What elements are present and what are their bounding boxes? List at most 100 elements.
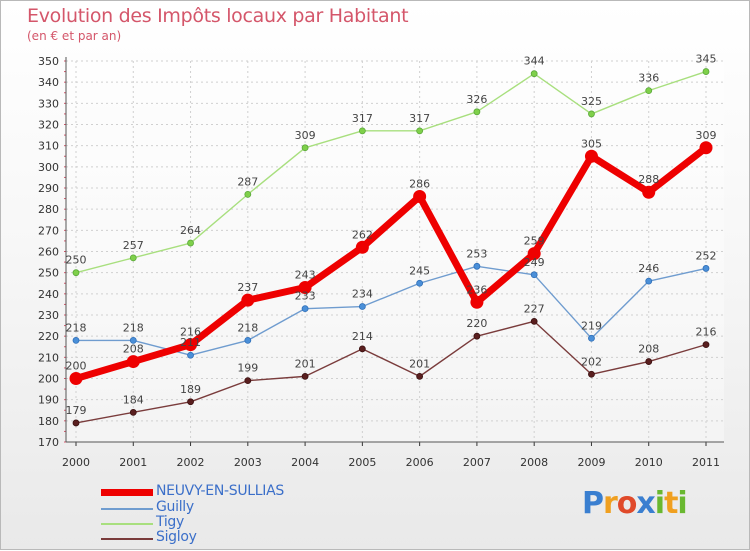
data-label: 237 (237, 281, 258, 294)
data-point (699, 141, 713, 155)
data-point (588, 370, 595, 378)
data-label: 211 (180, 336, 201, 349)
data-label: 257 (123, 239, 144, 252)
x-tick-label: 2000 (62, 456, 90, 469)
data-point (129, 336, 137, 344)
data-point (187, 398, 194, 406)
y-tick-label: 190 (38, 394, 59, 407)
y-tick-label: 350 (38, 55, 59, 68)
data-point (702, 341, 710, 349)
plot-area (66, 61, 724, 442)
data-point (244, 336, 252, 344)
data-label: 325 (581, 95, 602, 108)
data-label: 288 (638, 173, 659, 186)
data-point (588, 110, 595, 118)
chart-title: Evolution des Impôts locaux par Habitant (27, 5, 409, 27)
y-tick-label: 320 (38, 119, 59, 132)
series-sigloy (72, 317, 710, 427)
data-label: 236 (466, 283, 487, 296)
data-label: 216 (180, 326, 201, 339)
y-tick-label: 170 (38, 436, 59, 449)
data-point (129, 408, 137, 416)
data-label: 326 (466, 93, 487, 106)
data-label: 259 (524, 235, 545, 248)
data-label: 227 (524, 302, 545, 315)
proxiti-logo: Proxiti (582, 486, 688, 521)
y-tick-label: 250 (38, 267, 59, 280)
logo-letter: x (636, 486, 655, 521)
data-point (244, 377, 252, 385)
data-label: 286 (409, 177, 430, 190)
data-label: 218 (66, 321, 87, 334)
data-point (645, 277, 653, 285)
y-tick-label: 180 (38, 415, 59, 428)
data-point (473, 108, 481, 116)
chart-subtitle: (en € et par an) (27, 29, 122, 43)
data-label: 287 (237, 175, 258, 188)
data-point (187, 239, 194, 247)
data-point (527, 247, 541, 261)
data-point (413, 189, 427, 203)
logo-letter: i (677, 486, 687, 521)
data-label: 252 (696, 249, 717, 262)
data-point (473, 262, 481, 270)
data-point (301, 305, 309, 313)
data-point (530, 317, 538, 325)
data-label: 305 (581, 137, 602, 150)
data-point (187, 351, 194, 359)
x-tick-label: 2007 (463, 456, 491, 469)
data-label: 345 (696, 53, 717, 66)
data-point (355, 240, 369, 254)
data-label: 250 (66, 254, 87, 267)
data-label: 253 (466, 247, 487, 260)
legend-label: Guilly (156, 499, 194, 515)
data-point (301, 144, 309, 152)
data-label: 249 (524, 256, 545, 269)
y-tick-label: 280 (38, 203, 59, 216)
logo-letter: t (664, 486, 678, 521)
data-point (126, 355, 140, 369)
data-point (416, 372, 424, 380)
legend-swatch (101, 523, 153, 525)
series-guilly (72, 262, 710, 359)
data-label: 201 (295, 357, 316, 370)
data-point (642, 185, 656, 199)
data-label: 264 (180, 224, 201, 237)
logo-letter: i (654, 486, 665, 521)
data-point (416, 127, 424, 135)
series-line (75, 320, 707, 424)
data-label: 344 (524, 55, 545, 68)
legend-swatch (101, 489, 153, 496)
data-point (72, 336, 80, 344)
data-point (72, 269, 80, 277)
y-tick-label: 210 (38, 351, 59, 364)
data-point (645, 87, 653, 95)
data-label: 317 (352, 112, 373, 125)
series-line (75, 70, 707, 274)
data-label: 218 (237, 321, 258, 334)
y-tick-label: 260 (38, 246, 59, 259)
data-point (184, 338, 198, 352)
data-label: 233 (295, 290, 316, 303)
data-label: 216 (696, 326, 717, 339)
data-label: 214 (352, 330, 373, 343)
series-line (75, 265, 707, 356)
data-label: 218 (123, 321, 144, 334)
x-tick-label: 2005 (348, 456, 376, 469)
data-label: 184 (123, 393, 144, 406)
data-label: 336 (638, 72, 659, 85)
legend-swatch (101, 538, 153, 540)
logo-letter: r (603, 486, 618, 521)
data-point (244, 190, 252, 198)
legend-label: Tigy (156, 514, 184, 530)
data-label: 179 (66, 404, 87, 417)
data-point (702, 68, 710, 75)
data-point (129, 254, 137, 262)
data-point (702, 265, 710, 272)
x-tick-label: 2010 (635, 456, 663, 469)
data-point (69, 372, 83, 385)
x-tick-label: 2001 (119, 456, 147, 469)
data-label: 243 (295, 268, 316, 281)
